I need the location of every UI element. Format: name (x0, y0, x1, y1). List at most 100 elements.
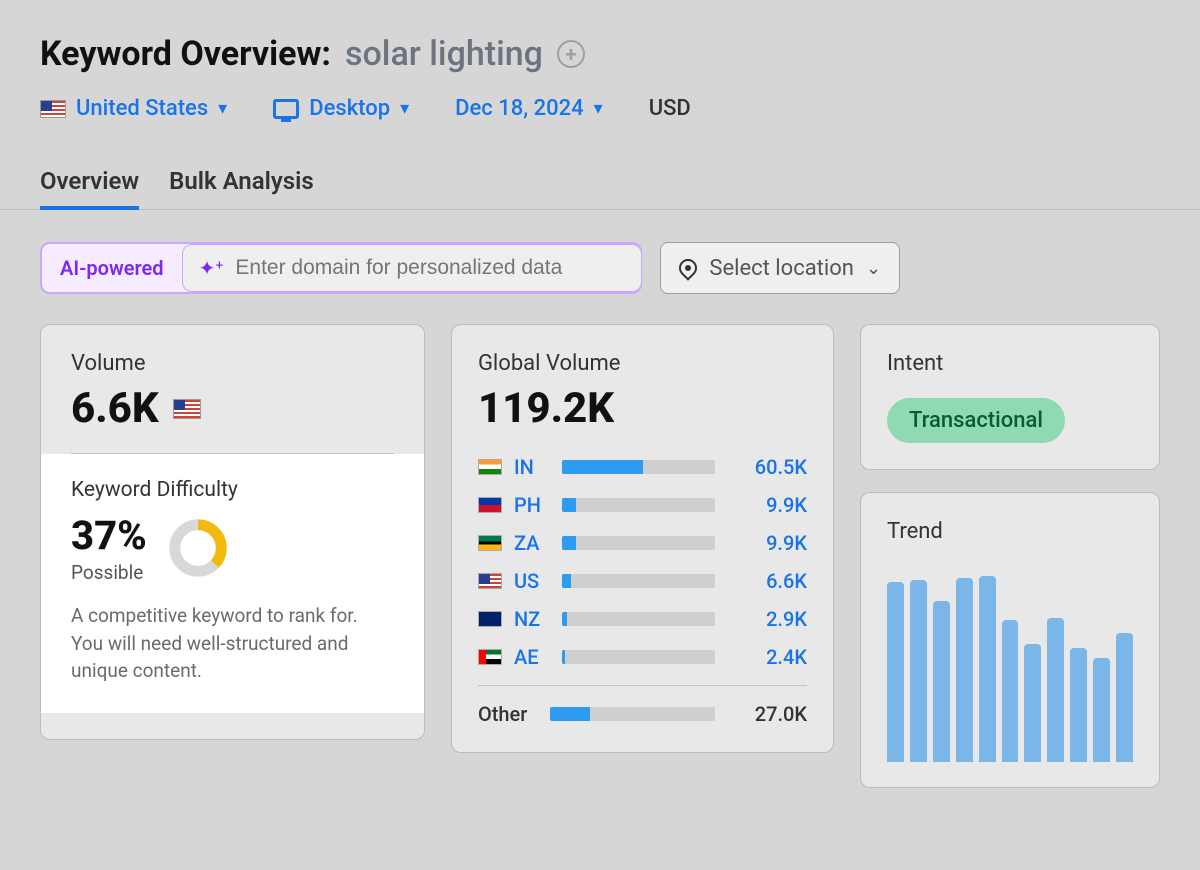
us-flag-icon (478, 573, 502, 589)
ai-domain-box: AI-powered ✦⁺ (40, 242, 642, 294)
za-flag-icon (478, 535, 502, 551)
trend-bar (1093, 658, 1110, 763)
trend-bar (1047, 618, 1064, 762)
gv-other-bar (550, 707, 715, 721)
keyword-difficulty-panel: Keyword Difficulty 37% Possible A compet… (41, 454, 424, 713)
intent-label: Intent (887, 351, 1133, 376)
currency-text: USD (649, 96, 691, 121)
kd-label: Keyword Difficulty (71, 478, 394, 502)
country-filter-label: United States (76, 96, 208, 121)
kd-rating: Possible (71, 561, 147, 584)
gv-code: AE (514, 645, 550, 669)
trend-label: Trend (887, 519, 1133, 544)
gv-other-label: Other (478, 702, 538, 726)
gv-value: 9.9K (727, 493, 807, 517)
trend-bar (956, 578, 973, 762)
domain-input[interactable] (235, 256, 625, 280)
gv-value: 6.6K (727, 569, 807, 593)
trend-bar (910, 580, 927, 762)
gv-value: 60.5K (727, 455, 807, 479)
gv-row-ae[interactable]: AE 2.4K (478, 645, 807, 669)
cards-row: Volume 6.6K Keyword Difficulty 37% Possi… (40, 324, 1160, 788)
intent-card: Intent Transactional (860, 324, 1160, 470)
kd-description: A competitive keyword to rank for. You w… (71, 602, 394, 685)
currency-label: USD (649, 96, 691, 121)
trend-chart (887, 572, 1133, 762)
tab-overview[interactable]: Overview (40, 159, 139, 209)
sparkle-icon: ✦⁺ (199, 256, 224, 280)
gv-bar (562, 460, 715, 474)
ai-input-wrap: ✦⁺ (182, 244, 643, 292)
us-flag-icon (40, 100, 66, 118)
volume-card: Volume 6.6K Keyword Difficulty 37% Possi… (40, 324, 425, 740)
add-keyword-icon[interactable]: + (557, 40, 585, 68)
gv-code: PH (514, 493, 550, 517)
volume-label: Volume (71, 351, 394, 376)
gv-code: IN (514, 455, 550, 479)
location-select[interactable]: Select location ⌄ (660, 242, 900, 294)
kd-percent: 37% (71, 512, 147, 559)
gv-row-za[interactable]: ZA 9.9K (478, 531, 807, 555)
gv-value: 2.4K (727, 645, 807, 669)
trend-bar (1024, 644, 1041, 762)
page-root: Keyword Overview: solar lighting + Unite… (0, 0, 1200, 788)
gv-bar (562, 498, 715, 512)
gv-row-in[interactable]: IN 60.5K (478, 455, 807, 479)
global-volume-value: 119.2K (478, 384, 807, 433)
gv-row-nz[interactable]: NZ 2.9K (478, 607, 807, 631)
gv-value: 9.9K (727, 531, 807, 555)
page-title-keyword: solar lighting (345, 34, 543, 74)
toolbar: AI-powered ✦⁺ Select location ⌄ (40, 242, 1160, 294)
trend-bar (979, 576, 996, 762)
volume-value-row: 6.6K (71, 384, 394, 433)
date-filter[interactable]: Dec 18, 2024 ▾ (455, 96, 603, 121)
us-flag-icon (173, 399, 201, 419)
page-title-row: Keyword Overview: solar lighting + (40, 34, 1160, 74)
gv-value: 2.9K (727, 607, 807, 631)
location-pin-icon (676, 255, 701, 280)
device-filter[interactable]: Desktop ▾ (273, 96, 409, 121)
gv-row-us[interactable]: US 6.6K (478, 569, 807, 593)
global-volume-other-row: Other 27.0K (478, 685, 807, 726)
in-flag-icon (478, 459, 502, 475)
global-volume-list: IN 60.5K PH 9.9K ZA 9.9K US 6.6K NZ 2.9K AE 2.4K (478, 455, 807, 669)
gv-bar (562, 612, 715, 626)
date-filter-label: Dec 18, 2024 (455, 96, 584, 121)
chevron-down-icon: ▾ (594, 98, 603, 119)
ae-flag-icon (478, 649, 502, 665)
location-select-label: Select location (709, 256, 854, 281)
filters-row: United States ▾ Desktop ▾ Dec 18, 2024 ▾… (40, 96, 1160, 121)
gv-code: US (514, 569, 550, 593)
nz-flag-icon (478, 611, 502, 627)
volume-value: 6.6K (71, 384, 159, 433)
trend-bar (887, 582, 904, 763)
ai-powered-badge: AI-powered (42, 256, 182, 280)
kd-donut-icon (167, 517, 229, 579)
trend-card: Trend (860, 492, 1160, 788)
desktop-icon (273, 99, 299, 119)
trend-bar (1116, 633, 1133, 762)
gv-code: ZA (514, 531, 550, 555)
gv-row-ph[interactable]: PH 9.9K (478, 493, 807, 517)
ph-flag-icon (478, 497, 502, 513)
global-volume-label: Global Volume (478, 351, 807, 376)
tabs: Overview Bulk Analysis (0, 159, 1200, 210)
page-title-static: Keyword Overview: (40, 34, 331, 74)
gv-other-value: 27.0K (727, 702, 807, 726)
trend-bar (933, 601, 950, 763)
gv-bar (562, 650, 715, 664)
right-column: Intent Transactional Trend (860, 324, 1160, 788)
chevron-down-icon: ▾ (218, 98, 227, 119)
trend-bar (1070, 648, 1087, 762)
chevron-down-icon: ⌄ (866, 258, 881, 279)
chevron-down-icon: ▾ (400, 98, 409, 119)
intent-pill: Transactional (887, 398, 1065, 443)
gv-bar (562, 536, 715, 550)
country-filter[interactable]: United States ▾ (40, 96, 227, 121)
device-filter-label: Desktop (309, 96, 390, 121)
global-volume-card: Global Volume 119.2K IN 60.5K PH 9.9K ZA 9.9K… (451, 324, 834, 753)
trend-bar (1002, 620, 1019, 763)
gv-code: NZ (514, 607, 550, 631)
tab-bulk-analysis[interactable]: Bulk Analysis (169, 159, 314, 209)
gv-bar (562, 574, 715, 588)
